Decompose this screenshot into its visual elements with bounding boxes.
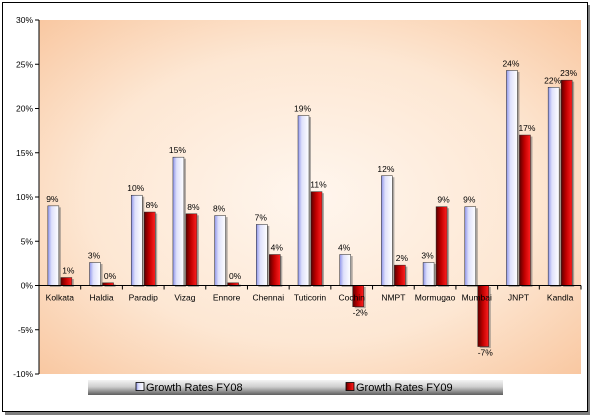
x-category-label: Chennai <box>252 293 284 303</box>
bar-fy08 <box>464 206 477 286</box>
y-tick-label: 20% <box>16 104 33 114</box>
data-label-fy09: 0% <box>229 271 242 281</box>
legend: Growth Rates FY08 Growth Rates FY09 <box>88 380 503 395</box>
legend-swatch-fy09 <box>345 382 355 391</box>
bar-fy08 <box>47 205 60 286</box>
data-label-fy08: 19% <box>294 104 311 114</box>
bar-fy08 <box>172 156 185 286</box>
data-label-fy09: 11% <box>310 180 327 190</box>
x-category-label: Kandla <box>547 293 574 303</box>
data-label-fy08: 24% <box>502 58 519 68</box>
bar-fy09 <box>519 134 531 286</box>
data-label-fy08: 9% <box>463 195 476 205</box>
x-category-label: Paradip <box>129 293 159 303</box>
data-label-fy09: -7% <box>478 348 494 358</box>
legend-swatch-fy08 <box>135 382 145 391</box>
data-label-fy08: 8% <box>213 204 226 214</box>
bar-fy09 <box>143 211 156 286</box>
bar-fy08 <box>297 115 310 286</box>
y-tick-label: 10% <box>16 192 33 202</box>
bar-fy09 <box>185 213 198 286</box>
bar-fy08 <box>422 262 435 286</box>
data-label-fy08: 4% <box>338 243 351 253</box>
x-category-label: Tuticorin <box>294 293 327 303</box>
bar-fy09 <box>269 254 281 286</box>
data-label-fy09: 2% <box>396 253 409 263</box>
x-category-label: Ennore <box>213 293 241 303</box>
data-label-fy09: 4% <box>271 243 284 253</box>
x-axis: Kolkata Haldia Paradip Vizag Ennore Chennai Tu… <box>38 285 582 303</box>
bar-fy09 <box>394 264 406 286</box>
legend-bar <box>88 380 503 395</box>
y-tick-label: 5% <box>21 236 34 246</box>
data-label-fy09: 17% <box>518 123 535 133</box>
data-label-fy08: 15% <box>169 145 186 155</box>
data-label-fy08: 3% <box>421 250 434 260</box>
x-category-label: NMPT <box>381 293 405 303</box>
data-label-fy08: 7% <box>255 212 268 222</box>
data-labels-group: 9%1%3%0%10%8%15%8% 8%0%7%4%19%11%4%-2%12%… <box>46 58 577 357</box>
legend-label-fy08: Growth Rates FY08 <box>146 382 243 394</box>
bar-chart: -10% -5% 0% 5% 10% 15% 20% 25% 30% Kolkata Haldia… <box>13 15 582 395</box>
x-category-label: Mormugao <box>415 293 456 303</box>
y-tick-label: 15% <box>16 148 33 158</box>
bar-fy08 <box>256 224 268 286</box>
data-label-fy08: 12% <box>377 164 394 174</box>
data-label-fy08: 10% <box>127 183 144 193</box>
data-label-fy09: 1% <box>62 266 75 276</box>
data-label-fy09: 8% <box>187 202 200 212</box>
data-label-fy09: 23% <box>560 68 577 78</box>
y-tick-label: -5% <box>18 325 34 335</box>
legend-label-fy09: Growth Rates FY09 <box>356 382 453 394</box>
data-label-fy08: 9% <box>46 194 59 204</box>
y-tick-label: 30% <box>16 15 33 25</box>
y-axis: -10% -5% 0% 5% 10% 15% 20% 25% 30% <box>13 15 40 379</box>
bar-fy08 <box>214 215 226 286</box>
data-label-fy09: -2% <box>353 308 369 318</box>
x-category-label: Vizag <box>174 293 195 303</box>
data-label-fy09: 8% <box>146 200 159 210</box>
bar-fy08 <box>339 254 351 286</box>
y-tick-label: 0% <box>21 281 34 291</box>
x-category-label: Mumbai <box>462 293 492 303</box>
x-category-label: Kolkata <box>46 293 75 303</box>
bar-fy09 <box>60 277 73 286</box>
data-label-fy08: 3% <box>88 250 101 260</box>
x-category-label: JNPT <box>508 293 529 303</box>
bar-fy08 <box>89 262 101 286</box>
x-category-label: Haldia <box>89 293 113 303</box>
y-tick-label: 25% <box>16 59 33 69</box>
bar-fy08 <box>547 87 560 286</box>
x-category-label: Cochin <box>338 293 365 303</box>
bar-fy08 <box>381 175 393 286</box>
data-label-fy09: 0% <box>104 271 117 281</box>
data-label-fy08: 22% <box>544 75 561 85</box>
bar-fy08 <box>130 194 143 286</box>
data-label-fy09: 9% <box>437 195 450 205</box>
bar-fy09 <box>310 191 323 286</box>
bar-fy08 <box>506 70 518 286</box>
y-tick-label: -10% <box>13 369 33 379</box>
bar-fy09 <box>560 79 573 286</box>
bar-fy09 <box>435 206 448 286</box>
